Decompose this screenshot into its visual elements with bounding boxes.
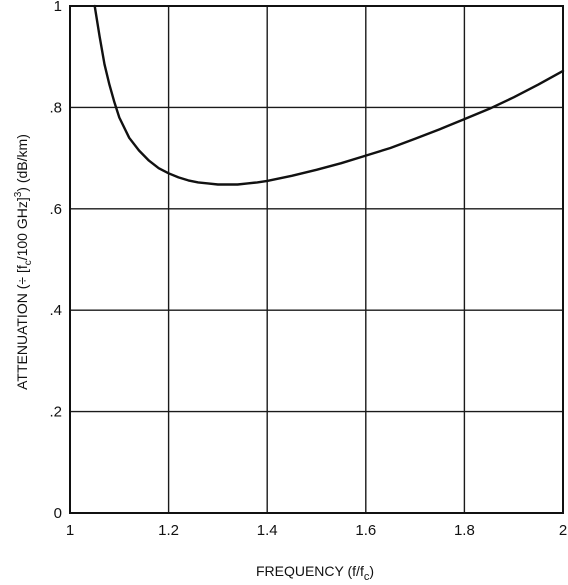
- series-layer: [93, 4, 565, 186]
- plot-frame: [69, 5, 564, 514]
- y-tick-label: 1: [54, 0, 62, 15]
- y-tick-label: .8: [49, 99, 62, 116]
- x-tick-label: 2: [559, 522, 567, 539]
- tick-layer: 1 1.2 1.4 1.6 1.8 2 0 .2 .4 .6 .8 1: [49, 0, 567, 539]
- x-axis-label: FREQUENCY (f/fc): [256, 563, 374, 583]
- x-tick-label: 1.6: [355, 522, 376, 539]
- grid-layer: [70, 6, 563, 513]
- x-tick-label: 1.8: [454, 522, 475, 539]
- x-tick-label: 1.2: [158, 522, 179, 539]
- x-tick-label: 1: [66, 522, 74, 539]
- y-tick-label: 0: [54, 505, 62, 522]
- attenuation-curve: [93, 4, 565, 186]
- y-axis-label: ATTENUATION (÷ [fc/100 GHz]3) (dB/km): [13, 134, 34, 390]
- y-tick-label: .4: [49, 302, 62, 319]
- y-tick-label: .2: [49, 404, 62, 421]
- y-tick-label: .6: [49, 201, 62, 218]
- x-tick-label: 1.4: [257, 522, 278, 539]
